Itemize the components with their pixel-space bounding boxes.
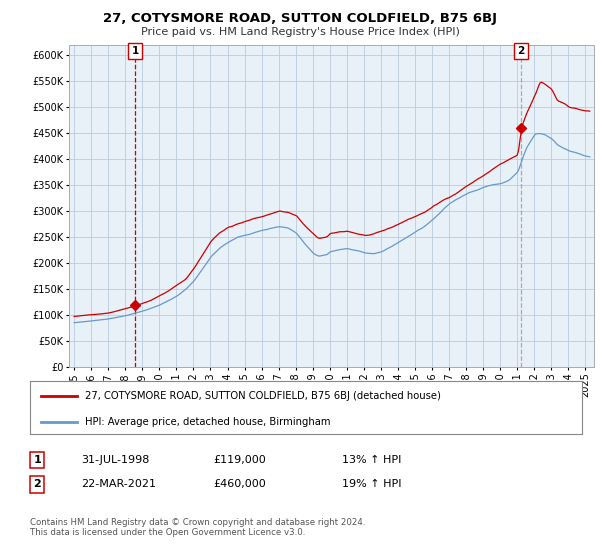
Text: 31-JUL-1998: 31-JUL-1998 bbox=[81, 455, 149, 465]
Text: 1: 1 bbox=[131, 46, 139, 56]
Text: 27, COTYSMORE ROAD, SUTTON COLDFIELD, B75 6BJ: 27, COTYSMORE ROAD, SUTTON COLDFIELD, B7… bbox=[103, 12, 497, 25]
Text: Price paid vs. HM Land Registry's House Price Index (HPI): Price paid vs. HM Land Registry's House … bbox=[140, 27, 460, 37]
Text: £460,000: £460,000 bbox=[213, 479, 266, 489]
Text: 27, COTYSMORE ROAD, SUTTON COLDFIELD, B75 6BJ (detached house): 27, COTYSMORE ROAD, SUTTON COLDFIELD, B7… bbox=[85, 391, 441, 401]
Text: 2: 2 bbox=[517, 46, 524, 56]
Text: 13% ↑ HPI: 13% ↑ HPI bbox=[342, 455, 401, 465]
Text: 22-MAR-2021: 22-MAR-2021 bbox=[81, 479, 156, 489]
Text: 2: 2 bbox=[34, 479, 41, 489]
Text: HPI: Average price, detached house, Birmingham: HPI: Average price, detached house, Birm… bbox=[85, 417, 331, 427]
Text: 1: 1 bbox=[34, 455, 41, 465]
Text: Contains HM Land Registry data © Crown copyright and database right 2024.
This d: Contains HM Land Registry data © Crown c… bbox=[30, 518, 365, 538]
Text: 19% ↑ HPI: 19% ↑ HPI bbox=[342, 479, 401, 489]
Text: £119,000: £119,000 bbox=[213, 455, 266, 465]
